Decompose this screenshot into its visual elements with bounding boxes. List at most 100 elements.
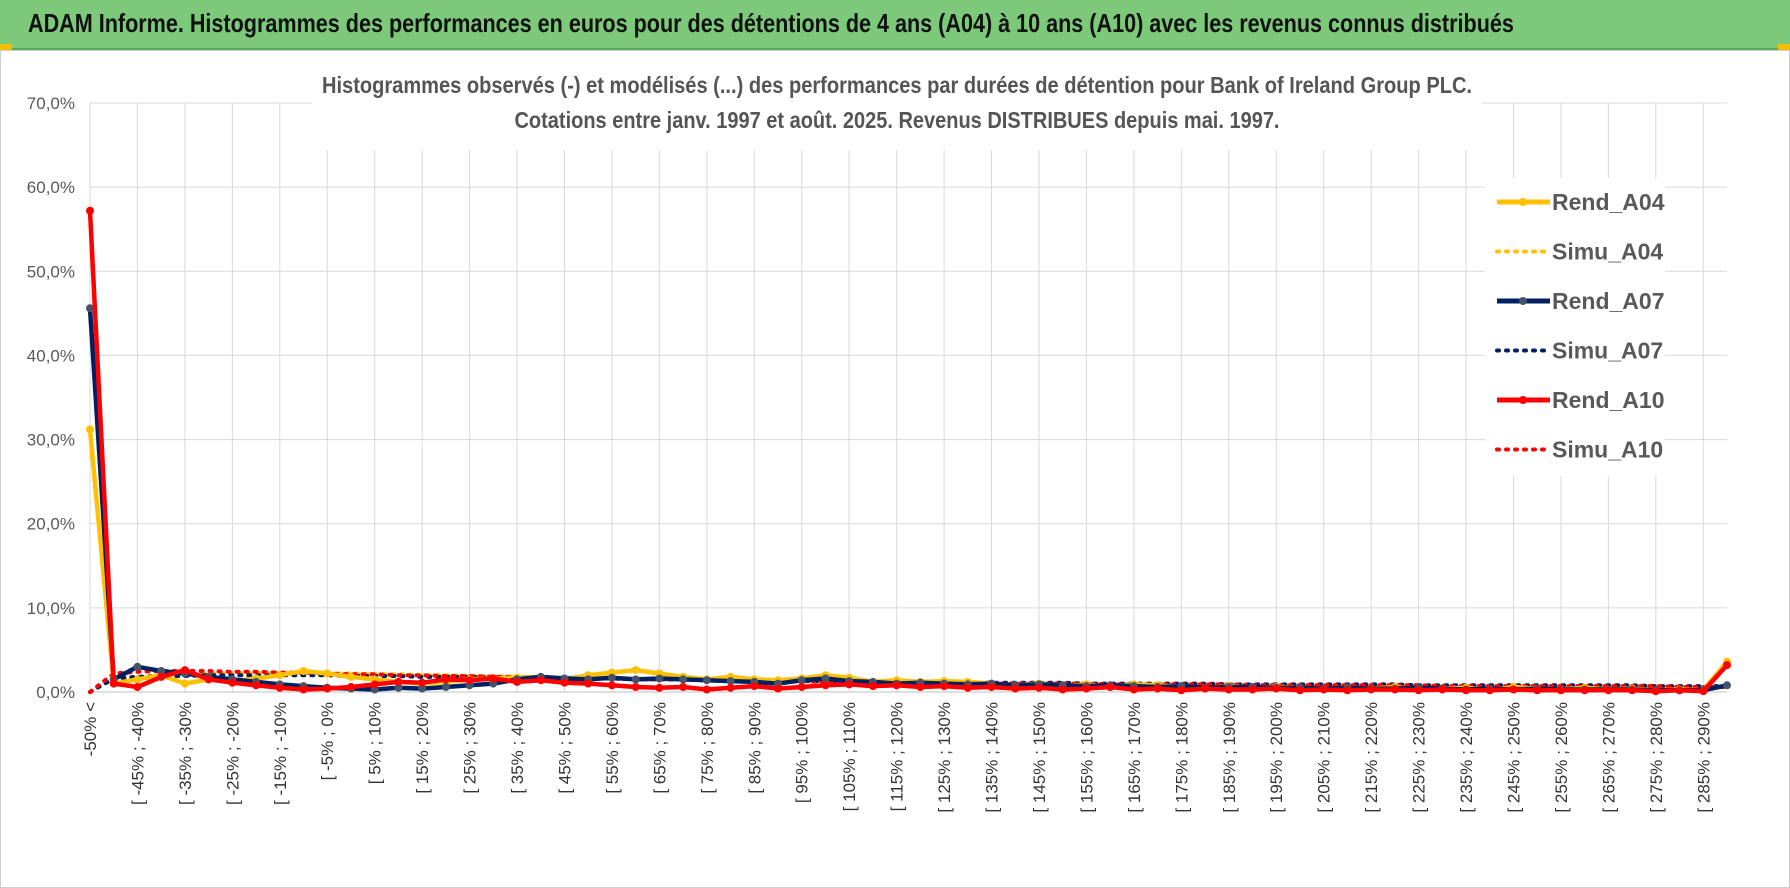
data-point-rend_a07	[702, 676, 711, 685]
x-tick-label: [ 175% ; 180%	[1172, 702, 1191, 813]
data-point-rend_a10	[655, 683, 664, 692]
data-point-rend_a10	[892, 681, 901, 690]
data-point-rend_a10	[1248, 685, 1257, 694]
x-tick-label: [ 25% ; 30%	[461, 702, 480, 794]
data-point-rend_a10	[1556, 686, 1565, 695]
data-point-rend_a10	[536, 676, 545, 685]
data-point-rend_a10	[1651, 687, 1660, 696]
data-point-rend_a10	[86, 206, 94, 215]
x-tick-label: [ 65% ; 70%	[650, 702, 669, 794]
y-tick-label: 60,0%	[27, 178, 75, 197]
data-point-rend_a10	[1296, 686, 1304, 695]
data-point-rend_a07	[607, 673, 616, 682]
x-tick-label: [ 105% ; 110%	[840, 702, 859, 811]
data-point-rend_a10	[323, 684, 332, 693]
data-point-rend_a10	[868, 682, 877, 691]
x-axis: -50% < [ -45% ; -40% [ -35% ; -30% [ -25% ;…	[81, 702, 1713, 813]
x-tick-label: [ 15% ; 20%	[413, 702, 432, 794]
data-point-rend_a10	[1390, 685, 1399, 694]
legend-label: Rend_A10	[1552, 387, 1664, 413]
data-point-rend_a04	[631, 666, 640, 675]
legend-label: Simu_A07	[1552, 338, 1663, 364]
x-tick-label: [ 265% ; 270%	[1599, 702, 1618, 813]
y-tick-label: 10,0%	[27, 599, 75, 618]
data-point-rend_a07	[821, 674, 830, 683]
data-point-rend_a10	[133, 683, 142, 691]
x-tick-label: [ 225% ; 230%	[1410, 702, 1429, 813]
data-point-rend_a10	[275, 683, 284, 692]
chart-subtitle: Cotations entre janv. 1997 et août. 2025…	[515, 107, 1280, 133]
x-tick-label: [ 115% ; 120%	[888, 702, 907, 811]
data-point-rend_a10	[1628, 686, 1637, 695]
data-point-rend_a07	[679, 675, 688, 684]
data-point-rend_a04	[275, 671, 284, 680]
data-point-rend_a10	[394, 677, 403, 686]
legend-marker	[1519, 297, 1527, 305]
gridlines	[89, 102, 1727, 693]
legend-marker	[1519, 396, 1527, 404]
x-tick-label: [ 85% ; 90%	[745, 702, 764, 794]
x-tick-label: [ 205% ; 210%	[1315, 702, 1334, 813]
data-point-rend_a10	[1485, 686, 1494, 695]
chart-title: Histogrammes observés (-) et modélisés (…	[322, 72, 1472, 98]
series-line-rend_a04	[87, 429, 1729, 693]
x-tick-label: [ 255% ; 260%	[1552, 702, 1571, 813]
data-point-rend_a10	[1509, 685, 1518, 694]
data-point-rend_a10	[465, 676, 474, 685]
data-point-rend_a07	[631, 675, 640, 684]
data-point-rend_a04	[86, 425, 94, 434]
legend-marker	[1519, 198, 1527, 206]
data-point-rend_a10	[560, 678, 569, 687]
series-lines	[86, 206, 1731, 696]
x-tick-label: [ 215% ; 220%	[1362, 702, 1381, 813]
x-tick-label: [ 95% ; 100%	[793, 702, 812, 803]
data-point-rend_a10	[1367, 685, 1376, 694]
data-point-rend_a10	[726, 683, 735, 692]
data-point-rend_a07	[726, 677, 735, 686]
corner-accent-right	[1778, 44, 1790, 50]
title-background	[312, 60, 1482, 150]
x-tick-label: [ 145% ; 150%	[1030, 702, 1049, 813]
x-tick-label: [ 45% ; 50%	[555, 702, 574, 794]
x-tick-label: [ 285% ; 290%	[1694, 702, 1713, 813]
data-point-rend_a07	[441, 683, 450, 691]
data-point-rend_a10	[1201, 684, 1210, 693]
x-tick-label: [ 235% ; 240%	[1457, 702, 1476, 813]
x-tick-label: [ 275% ; 280%	[1647, 702, 1666, 813]
data-point-rend_a07	[797, 676, 806, 685]
x-tick-label: [ 155% ; 160%	[1077, 702, 1096, 813]
legend-label: Simu_A10	[1552, 437, 1663, 463]
data-point-rend_a07	[157, 667, 166, 675]
data-point-rend_a04	[299, 667, 308, 675]
x-tick-label: [ -35% ; -30%	[176, 702, 195, 805]
y-tick-label: 70,0%	[27, 94, 75, 113]
data-point-rend_a10	[1082, 684, 1091, 693]
data-point-rend_a10	[1319, 685, 1328, 694]
legend-label: Simu_A04	[1552, 239, 1663, 265]
data-point-rend_a07	[418, 684, 427, 693]
data-point-rend_a10	[1272, 684, 1281, 693]
data-point-rend_a10	[180, 666, 189, 675]
x-tick-label: [ 185% ; 190%	[1220, 702, 1239, 813]
data-point-rend_a10	[1533, 686, 1542, 695]
data-point-rend_a10	[370, 680, 379, 689]
y-tick-label: 0,0%	[36, 683, 75, 702]
data-point-rend_a10	[489, 674, 498, 683]
y-tick-label: 20,0%	[27, 515, 75, 534]
legend-label: Rend_A07	[1552, 288, 1664, 314]
data-point-rend_a10	[252, 681, 261, 690]
data-point-rend_a10	[987, 683, 996, 691]
data-point-rend_a04	[180, 679, 189, 688]
data-point-rend_a07	[655, 674, 664, 683]
data-point-rend_a10	[1058, 685, 1067, 694]
data-point-rend_a10	[1177, 686, 1186, 695]
y-tick-label: 30,0%	[27, 431, 75, 450]
legend-background	[1485, 178, 1665, 476]
data-point-rend_a10	[963, 683, 972, 692]
data-point-rend_a10	[1153, 684, 1162, 693]
data-point-rend_a10	[1224, 685, 1233, 694]
data-point-rend_a10	[1723, 661, 1731, 670]
data-point-rend_a10	[750, 682, 759, 691]
data-point-rend_a10	[702, 685, 711, 694]
